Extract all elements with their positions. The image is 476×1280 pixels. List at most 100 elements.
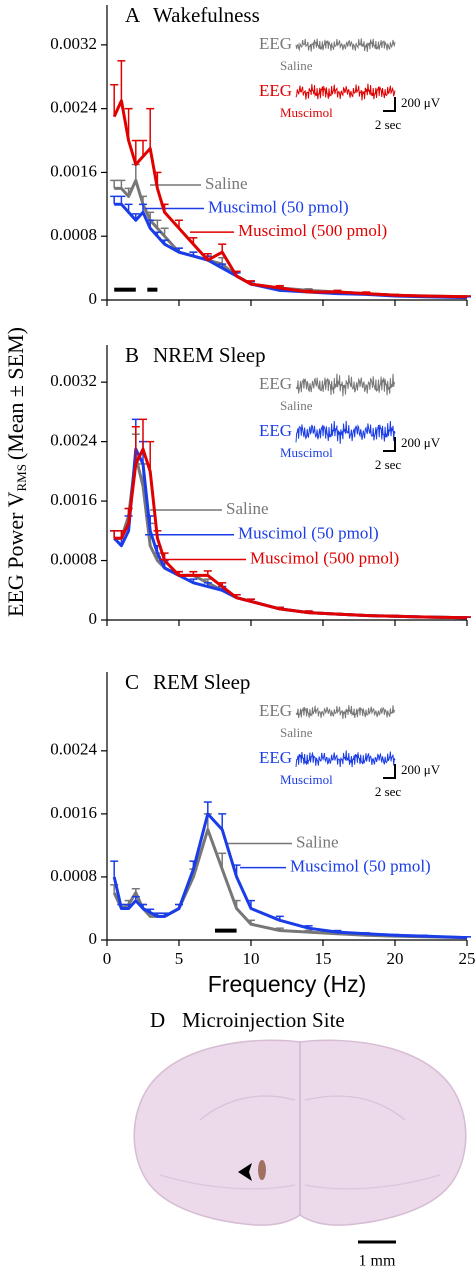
error-bar xyxy=(247,919,255,925)
panel-title: Microinjection Site xyxy=(182,1008,345,1032)
error-bar xyxy=(110,83,119,117)
inset-trace xyxy=(295,38,396,52)
series-label: Saline xyxy=(226,499,269,518)
error-bar xyxy=(189,860,198,870)
error-bar xyxy=(232,899,241,909)
error-bar xyxy=(189,251,198,257)
panel-letter: B xyxy=(125,343,139,367)
inset-trace-label: Saline xyxy=(280,398,313,413)
error-bar xyxy=(160,912,169,917)
error-bar xyxy=(203,570,212,576)
inset-trace xyxy=(295,705,396,719)
error-bar xyxy=(146,211,155,221)
significance-bar xyxy=(215,928,237,933)
error-bar xyxy=(131,888,140,893)
y-tick-label: 0.0024 xyxy=(50,98,97,117)
inset-duration: 2 sec xyxy=(375,784,402,799)
inset-eeg-label: EEG xyxy=(259,701,292,720)
error-bar xyxy=(203,582,212,587)
error-bar xyxy=(463,936,471,938)
error-bar xyxy=(153,219,162,229)
error-bar xyxy=(218,243,227,253)
brain-section xyxy=(133,1039,467,1226)
error-bar xyxy=(160,239,169,245)
x-tick-label: 20 xyxy=(387,949,404,968)
inset-trace xyxy=(295,420,396,444)
error-bar xyxy=(203,801,212,814)
error-bar xyxy=(275,606,284,609)
y-tick-label: 0.0016 xyxy=(50,490,97,509)
series-label: Muscimol (50 pmol) xyxy=(208,197,349,216)
series-line xyxy=(114,202,468,300)
panel-title: Wakefulness xyxy=(153,3,260,27)
significance-bar xyxy=(114,287,136,292)
error-bar xyxy=(153,530,162,539)
error-bar xyxy=(304,925,313,929)
error-bar xyxy=(131,139,140,165)
series-label: Muscimol (50 pmol) xyxy=(290,857,431,876)
error-bar xyxy=(110,195,119,205)
error-bar xyxy=(218,813,227,830)
error-bar xyxy=(117,530,126,539)
inset-trace xyxy=(295,750,396,768)
error-bar xyxy=(139,903,147,909)
error-bar xyxy=(232,864,241,877)
error-bar xyxy=(160,203,169,213)
error-bar xyxy=(146,219,155,229)
error-bar xyxy=(275,915,284,921)
error-bar xyxy=(304,289,313,293)
panel-title: NREM Sleep xyxy=(153,343,266,367)
y-tick-label: 0.0008 xyxy=(50,549,97,568)
error-bar xyxy=(124,203,133,213)
y-tick-label: 0.0008 xyxy=(50,866,97,885)
error-bar xyxy=(124,507,133,524)
y-label-sub: RMS xyxy=(14,464,29,491)
error-bar xyxy=(232,593,241,598)
error-bar xyxy=(131,163,140,181)
error-bar xyxy=(131,895,140,901)
inset-trace-label: Saline xyxy=(280,58,313,73)
error-bar xyxy=(362,932,371,934)
error-bar xyxy=(175,219,183,229)
inset-trace xyxy=(295,373,396,397)
y-tick-label: 0 xyxy=(89,289,98,308)
error-bar xyxy=(139,139,147,157)
x-tick-label: 0 xyxy=(103,949,112,968)
significance-bar xyxy=(147,287,158,292)
series-line xyxy=(112,828,468,940)
inset-amplitude: 200 μV xyxy=(401,435,441,450)
inset-eeg-label: EEG xyxy=(259,81,292,100)
error-bar xyxy=(153,231,162,237)
error-bar xyxy=(146,440,155,472)
error-bar xyxy=(124,903,133,909)
x-tick-label: 25 xyxy=(459,949,476,968)
error-bar xyxy=(247,280,255,285)
error-bar xyxy=(203,253,212,261)
error-bar xyxy=(189,237,198,245)
inset-trace xyxy=(295,83,396,101)
inset-trace-label: Saline xyxy=(280,725,313,740)
panel-letter: A xyxy=(125,3,141,27)
y-label-tail: (Mean ± SEM) xyxy=(3,327,28,460)
error-bar xyxy=(189,578,198,583)
error-bar xyxy=(139,418,147,450)
error-bar xyxy=(391,614,399,617)
panel-title: REM Sleep xyxy=(153,670,250,694)
error-bar xyxy=(110,860,119,877)
inset-duration: 2 sec xyxy=(375,457,402,472)
error-bar xyxy=(333,929,342,933)
error-bar xyxy=(391,293,399,296)
error-bar xyxy=(247,899,255,909)
inset-scale-bar xyxy=(383,437,396,452)
error-bar xyxy=(131,426,140,464)
x-tick-label: 15 xyxy=(315,949,332,968)
series-line xyxy=(112,812,468,940)
error-bar xyxy=(146,107,155,149)
x-tick-label: 10 xyxy=(243,949,260,968)
y-tick-label: 0 xyxy=(89,609,98,628)
y-tick-label: 0.0024 xyxy=(50,431,97,450)
y-tick-label: 0.0032 xyxy=(50,34,97,53)
error-bar xyxy=(419,934,428,937)
error-bar xyxy=(110,530,119,539)
